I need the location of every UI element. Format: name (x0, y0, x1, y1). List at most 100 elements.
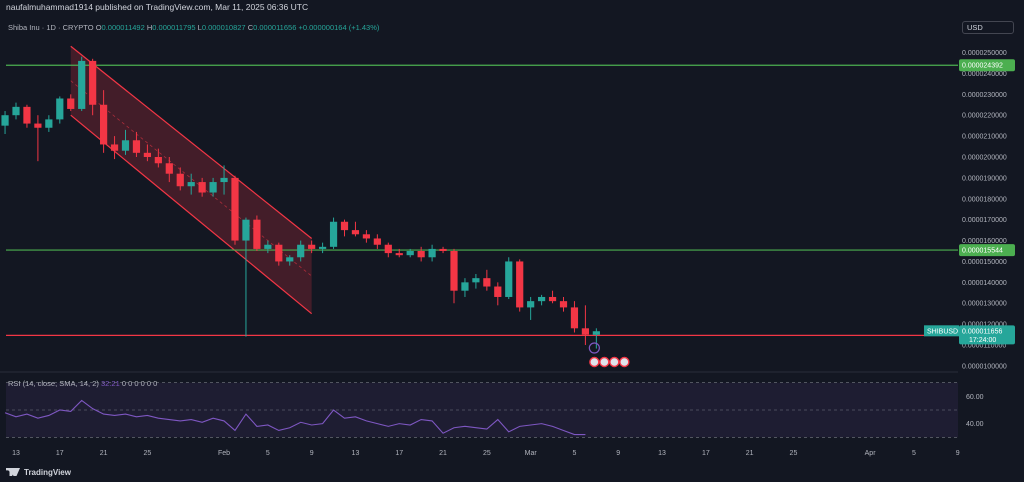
candle-body (581, 328, 589, 335)
x-tick-label: 21 (746, 450, 754, 457)
candle-body (143, 152, 151, 157)
candle-body (78, 60, 86, 109)
rsi-tick-label: 60.00 (966, 394, 984, 401)
candle-body (428, 248, 436, 258)
y-tick-label: 0.0000110000 (962, 343, 1006, 350)
candle-body (472, 278, 480, 283)
channel-lower-line (70, 114, 313, 315)
currency-button[interactable]: USD (962, 21, 1014, 34)
y-tick-label: 0.0000230000 (962, 92, 1007, 99)
flag-event-icon (609, 356, 620, 368)
rsi-title: RSI (14, close, SMA, 14, 2) (8, 379, 99, 388)
x-tick-label: 25 (790, 450, 798, 457)
candle-body (253, 219, 261, 249)
channel-upper-line (70, 45, 313, 239)
candle-body (483, 278, 491, 287)
rsi-value: 32.21 (100, 379, 120, 388)
candle-body (1, 115, 9, 126)
candle-body (121, 140, 130, 151)
y-tick-label: 0.0000160000 (962, 238, 1007, 245)
candle-body (132, 140, 141, 153)
change-value: +0.000000164 (+1.43%) (298, 23, 380, 32)
candle-body (516, 261, 524, 308)
low-value: 0.000010827 (201, 23, 246, 32)
x-tick-label: Feb (218, 450, 230, 457)
y-tick-label: 0.0000140000 (962, 280, 1007, 287)
close-label: C (247, 23, 254, 32)
y-tick-label: 0.0000240000 (962, 71, 1007, 78)
event-marker-icon (588, 342, 600, 354)
rsi-tick-label: 40.00 (966, 421, 984, 428)
y-tick-label: 0.0000190000 (962, 175, 1007, 182)
flag-event-icon (619, 356, 630, 368)
x-tick-label: 13 (658, 450, 666, 457)
candle-body (439, 248, 447, 252)
candle-body (461, 282, 469, 291)
candle-body (264, 244, 272, 249)
x-tick-label: 5 (572, 450, 576, 457)
published-text: naufalmuhammad1914 published on TradingV… (6, 2, 309, 12)
candle-body (154, 156, 162, 164)
x-tick-label: 25 (483, 450, 491, 457)
y-tick-label: 0.0000170000 (962, 217, 1007, 224)
x-tick-label: 17 (395, 450, 403, 457)
y-tick-label: 0.0000130000 (962, 301, 1007, 308)
tradingview-logo-icon (6, 468, 20, 476)
candle-body (319, 246, 327, 249)
x-tick-label: Apr (865, 450, 877, 457)
candle-body (286, 257, 294, 262)
brand-name: TradingView (24, 468, 71, 477)
open-label: O (95, 23, 102, 32)
level-tag-label: 0.000015544 (962, 248, 1003, 255)
rsi-extra-values: 0 0 0 0 0 0 (121, 379, 158, 388)
x-tick-label: 5 (266, 450, 270, 457)
symbol-tag (924, 325, 959, 337)
y-tick-label: 0.0000220000 (962, 113, 1007, 120)
candle-body (538, 296, 546, 302)
candle-body (209, 182, 217, 193)
channel-mid-line (70, 80, 312, 277)
x-tick-label: 13 (352, 450, 360, 457)
flag-event-icon (589, 356, 600, 368)
price-tag-countdown: 17:24:00 (969, 337, 996, 344)
candle-body (505, 261, 513, 297)
candle-body (242, 219, 250, 241)
candle-body (559, 301, 568, 308)
y-tick-label: 0.0000180000 (962, 196, 1007, 203)
candle-body (395, 253, 403, 256)
x-tick-label: 25 (144, 450, 152, 457)
tradingview-logo[interactable]: TradingView (6, 468, 71, 477)
candle-body (23, 106, 31, 124)
low-label: L (197, 23, 202, 32)
candle-body (548, 296, 557, 302)
x-tick-label: Mar (525, 450, 538, 457)
x-tick-label: 9 (956, 450, 960, 457)
candle-body (570, 307, 579, 329)
candle-body (527, 301, 535, 308)
rsi-line (4, 399, 586, 436)
y-tick-label: 0.0000120000 (962, 322, 1007, 329)
x-tick-label: 13 (12, 450, 20, 457)
rsi-legend: RSI (14, close, SMA, 14, 2) 32.21 0 0 0 … (8, 379, 157, 388)
candle-body (450, 251, 458, 291)
candle-body (89, 60, 97, 105)
price-tag (959, 325, 1015, 345)
x-tick-label: 5 (912, 450, 916, 457)
candle-body (275, 244, 283, 262)
open-value: 0.000011492 (101, 23, 145, 32)
level-tag (959, 59, 1015, 72)
candle-body (297, 244, 305, 258)
close-value: 0.000011656 (253, 23, 297, 32)
x-tick-label: 21 (100, 450, 108, 457)
candle-body (12, 106, 20, 116)
candle-body (417, 251, 425, 258)
high-value: 0.000011795 (152, 23, 196, 32)
ohlc-legend: Shiba Inu · 1D · CRYPTO O0.000011492 H0.… (8, 23, 379, 32)
candle-body (406, 251, 414, 256)
y-tick-label: 0.0000250000 (962, 50, 1007, 57)
candle-body (67, 98, 75, 109)
y-tick-label: 0.0000100000 (962, 363, 1007, 370)
candle-body (56, 98, 64, 120)
candle-body (329, 221, 338, 247)
